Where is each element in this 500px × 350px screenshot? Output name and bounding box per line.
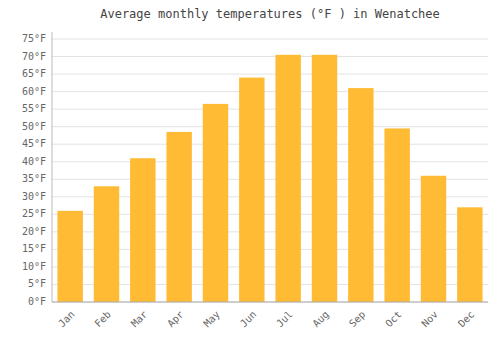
bars (57, 55, 482, 302)
bar (457, 207, 482, 302)
x-tick-label: Jun (238, 309, 259, 330)
x-tick-label: Feb (92, 309, 113, 330)
title: Average monthly temperatures (°F ) in We… (100, 7, 440, 21)
x-tick-label: May (201, 309, 222, 330)
bar (348, 88, 373, 302)
y-tick-label: 60°F (22, 86, 46, 97)
y-tick-label: 40°F (22, 156, 46, 167)
y-tick-label: 55°F (22, 103, 46, 114)
x-tick-label: Dec (456, 309, 477, 330)
y-tick-label: 65°F (22, 68, 46, 79)
x-tick-label: Apr (165, 309, 186, 330)
y-tick-label: 15°F (22, 243, 46, 254)
bar (166, 132, 191, 302)
grid-line (52, 126, 488, 127)
bar (57, 211, 82, 302)
grid-line (52, 56, 488, 57)
bar (130, 158, 155, 302)
page: {"chart_data": {"type": "bar", "title": … (0, 0, 500, 350)
bar (384, 128, 409, 302)
bar (239, 78, 264, 302)
y-tick-label: 45°F (22, 138, 46, 149)
x-axis-line (52, 302, 488, 303)
chart: 0°F 5°F 10°F 15°F 20°F 25°F 30°F 35°F 40°F 45°F 50… (0, 0, 500, 350)
y-tick-label: 0°F (28, 296, 46, 307)
grid-line (52, 161, 488, 162)
bar (203, 104, 228, 302)
bar (312, 55, 337, 302)
y-axis: 0°F 5°F 10°F 15°F 20°F 25°F 30°F 35°F 40°F 45°F 50… (22, 32, 488, 307)
y-tick-label: 50°F (22, 121, 46, 132)
x-tick-label: Mar (129, 309, 150, 330)
y-tick-label: 70°F (22, 51, 46, 62)
y-tick-label: 10°F (22, 261, 46, 272)
y-tick-label: 20°F (22, 226, 46, 237)
x-tick-label: Oct (383, 309, 404, 330)
y-tick-label: 30°F (22, 191, 46, 202)
y-tick-label: 75°F (22, 33, 46, 44)
x-tick-label: Nov (419, 309, 440, 330)
x-tick-label: Jan (56, 309, 77, 330)
y-axis-line (52, 32, 53, 302)
grid-line (52, 74, 488, 75)
y-tick-label: 25°F (22, 208, 46, 219)
bar (421, 176, 446, 302)
grid-line (52, 91, 488, 92)
bar (94, 186, 119, 302)
x-tick-label: Jul (274, 309, 295, 330)
x-tick-label: Aug (310, 309, 331, 330)
grid-line (52, 109, 488, 110)
grid-line (52, 144, 488, 145)
grid-line (52, 39, 488, 40)
y-tick-label: 5°F (28, 278, 46, 289)
x-tick-label: Sep (347, 309, 368, 330)
grid-line (52, 302, 488, 303)
bar (275, 55, 300, 302)
y-tick-label: 35°F (22, 173, 46, 184)
x-axis: Jan Feb Mar Apr May Jun Jul Aug Sep Oct Nov Dec (56, 309, 476, 330)
